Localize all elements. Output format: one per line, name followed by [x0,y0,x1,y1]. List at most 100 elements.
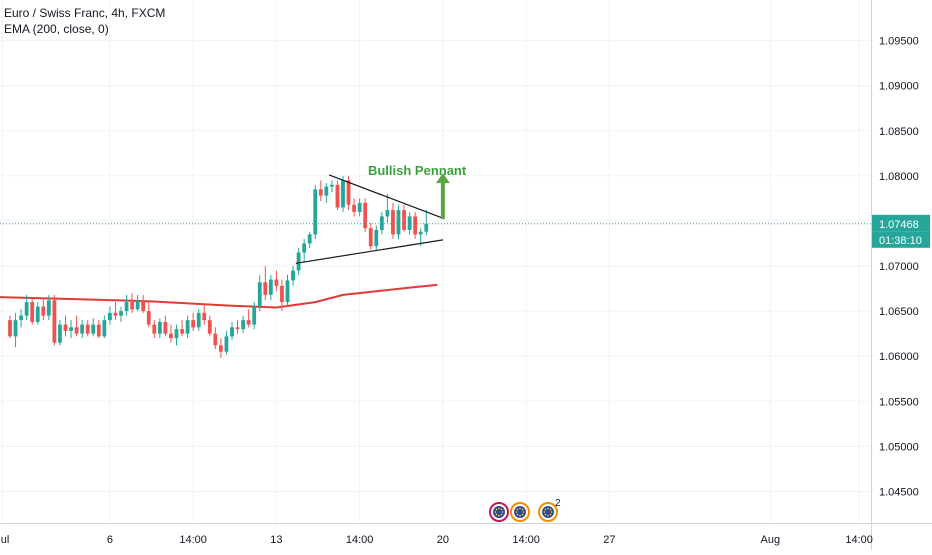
candle[interactable] [230,321,234,340]
candle[interactable] [169,324,173,343]
time-tick-label: 13 [270,534,282,546]
candle[interactable] [302,238,307,262]
candle[interactable] [363,198,368,232]
candle[interactable] [224,330,229,355]
pennant-upper-trendline[interactable] [328,174,444,219]
symbol-title[interactable]: Euro / Swiss Franc, 4h, FXCM [4,6,166,20]
candle-body [157,321,162,334]
last-price-tag[interactable]: 1.07468 01:38:10 [872,214,930,248]
candle[interactable] [152,320,157,339]
candle[interactable] [379,211,384,235]
candle[interactable] [307,231,312,248]
candle[interactable] [402,204,406,232]
candle[interactable] [346,175,351,211]
candle-body [374,229,379,247]
breakout-arrow-head[interactable] [435,173,450,184]
candle[interactable] [291,266,295,286]
candle[interactable] [207,315,212,337]
candle[interactable] [296,247,301,276]
candle[interactable] [268,275,273,301]
candle[interactable] [191,312,196,331]
candle[interactable] [391,202,395,239]
candle[interactable] [46,294,51,321]
eu-flag-icon[interactable] [510,502,530,522]
candle[interactable] [119,306,123,322]
candle[interactable] [174,324,179,346]
candle[interactable] [235,320,240,334]
ema-indicator-label[interactable]: EMA (200, close, 0) [4,22,109,36]
candle[interactable] [219,338,223,358]
eu-flag-icon[interactable]: 2 [538,498,561,522]
candle[interactable] [85,320,90,337]
candle[interactable] [63,315,68,337]
candle[interactable] [69,320,73,339]
eu-star [519,507,521,510]
candle[interactable] [257,275,262,312]
candle-body [296,252,301,271]
bar-countdown: 01:38:10 [879,235,922,247]
candle[interactable] [324,183,329,203]
candle-body [341,180,345,208]
pennant-label[interactable]: Bullish Pennant [368,163,467,178]
candle[interactable] [335,180,340,211]
candle[interactable] [280,279,284,312]
candle[interactable] [185,315,190,339]
pennant-lower-trendline[interactable] [295,239,443,264]
candle[interactable] [35,302,40,325]
candle[interactable] [385,193,390,223]
candle[interactable] [263,266,268,301]
candle[interactable] [341,175,345,212]
time-tick-label: 14:00 [512,534,540,546]
candle[interactable] [357,198,362,217]
candle[interactable] [274,270,279,292]
candle[interactable] [313,184,318,239]
candle[interactable] [252,302,257,330]
candle[interactable] [146,300,151,328]
candle[interactable] [108,306,112,325]
ema-200-line[interactable] [0,283,438,309]
candle[interactable] [246,309,251,328]
candle[interactable] [74,315,79,337]
candle[interactable] [241,315,245,333]
candle[interactable] [58,320,62,346]
candle[interactable] [374,225,379,250]
candle[interactable] [30,297,35,325]
candle[interactable] [202,303,207,325]
candle[interactable] [352,198,356,217]
candle[interactable] [330,180,334,193]
candle[interactable] [52,294,57,346]
eu-flag-icon[interactable] [489,502,509,522]
candle[interactable] [41,297,46,321]
candle[interactable] [285,275,290,307]
candle[interactable] [91,318,96,337]
candle[interactable] [96,320,101,339]
candle[interactable] [135,294,140,312]
candle-body [335,184,340,208]
candle[interactable] [413,211,418,239]
candle[interactable] [180,320,184,337]
candle[interactable] [368,222,373,250]
candle[interactable] [8,315,12,339]
candle[interactable] [102,315,107,339]
candle[interactable] [80,320,85,339]
chart-legend: Euro / Swiss Franc, 4h, FXCM EMA (200, c… [4,5,165,37]
candle[interactable] [113,302,118,321]
candle[interactable] [157,318,162,339]
candle[interactable] [13,312,18,348]
candle[interactable] [396,204,401,239]
candle[interactable] [163,315,168,337]
candle-body [196,312,201,328]
candle[interactable] [130,293,134,313]
candle[interactable] [318,180,323,202]
candle[interactable] [141,294,146,313]
candle[interactable] [124,294,129,316]
candle[interactable] [213,327,218,349]
candle[interactable] [196,309,201,331]
candle[interactable] [424,210,429,236]
candle-body [135,300,140,310]
candle[interactable] [19,309,23,328]
candle[interactable] [407,211,412,235]
candle[interactable] [24,294,29,321]
